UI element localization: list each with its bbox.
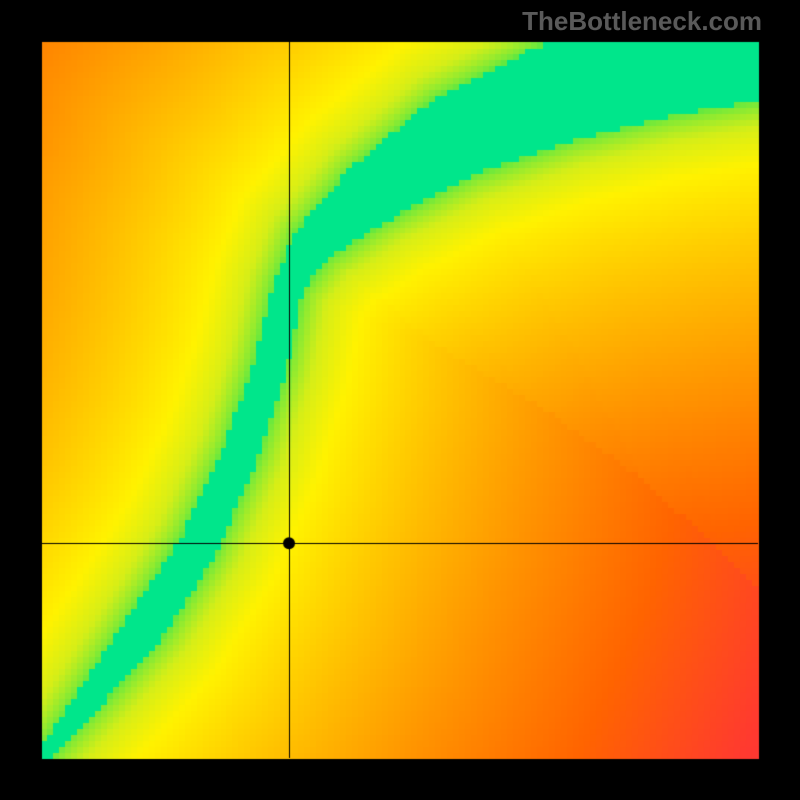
- watermark-label: TheBottleneck.com: [522, 6, 762, 37]
- chart-container: TheBottleneck.com: [0, 0, 800, 800]
- bottleneck-heatmap: [0, 0, 800, 800]
